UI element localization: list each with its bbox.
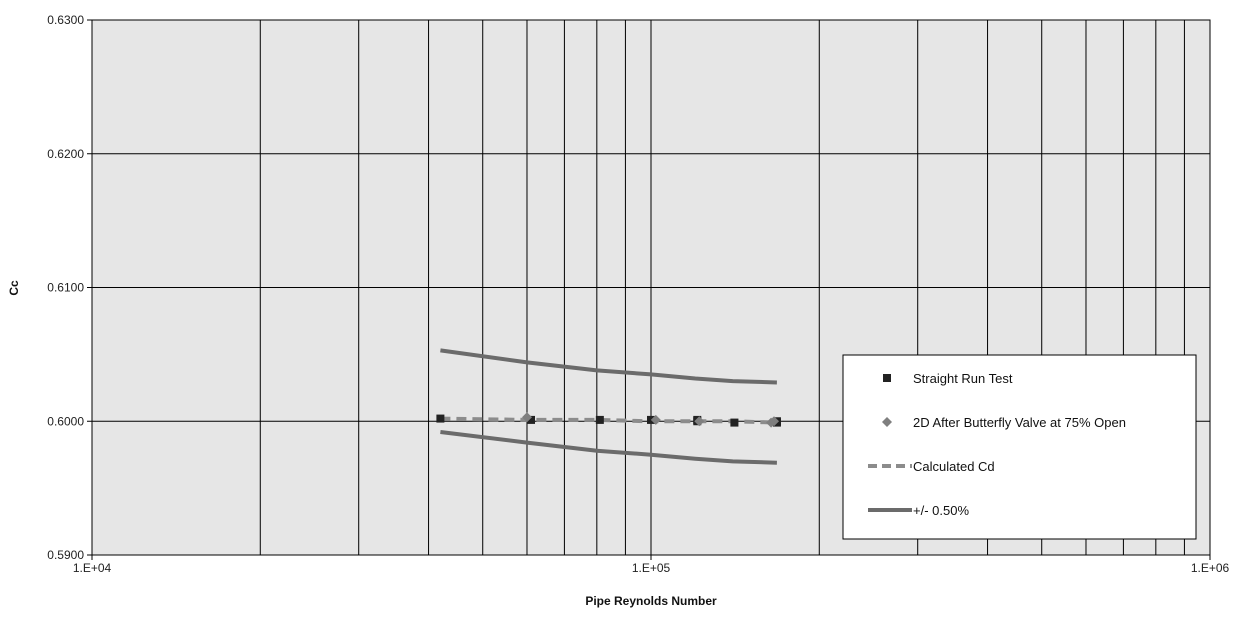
legend-marker-square — [883, 374, 891, 382]
y-tick-label: 0.6300 — [47, 13, 84, 27]
x-tick-label: 1.E+05 — [632, 561, 671, 575]
x-tick-label: 1.E+06 — [1191, 561, 1230, 575]
x-tick-label: 1.E+04 — [73, 561, 112, 575]
legend-label: Straight Run Test — [913, 371, 1013, 386]
y-axis-title: Cc — [7, 280, 21, 296]
legend-label: 2D After Butterfly Valve at 75% Open — [913, 415, 1126, 430]
straight-run-point — [730, 418, 739, 427]
butterfly-valve-point — [769, 416, 780, 427]
tick-labels: 1.E+04 1.E+05 1.E+06 0.5900 0.6000 0.6100 0.62… — [47, 13, 1229, 575]
butterfly-valve-point — [650, 414, 661, 425]
x-axis-title: Pipe Reynolds Number — [585, 594, 717, 608]
y-tick-label: 0.5900 — [47, 548, 84, 562]
butterfly-valve-point — [521, 412, 532, 423]
legend: Straight Run Test 2D After Butterfly Valv… — [842, 354, 1197, 540]
straight-run-point — [595, 415, 604, 424]
series-layer — [436, 348, 781, 465]
y-tick-label: 0.6000 — [47, 414, 84, 428]
straight-run-point — [526, 415, 535, 424]
y-tick-label: 0.6200 — [47, 147, 84, 161]
butterfly-valve-point — [694, 416, 705, 427]
y-tick-label: 0.6100 — [47, 281, 84, 295]
tolerance-line — [440, 430, 777, 465]
tolerance-line — [440, 348, 777, 385]
legend-label: +/- 0.50% — [913, 503, 969, 518]
legend-marker-diamond — [882, 417, 892, 427]
straight-run-point — [436, 414, 445, 423]
legend-label: Calculated Cd — [913, 459, 995, 474]
